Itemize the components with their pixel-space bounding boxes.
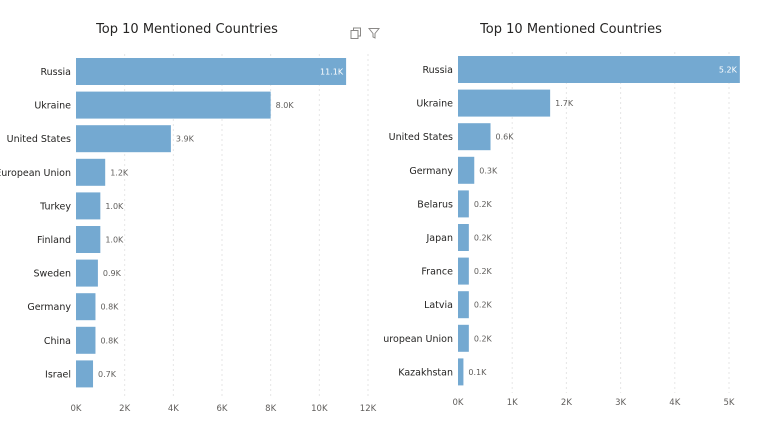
bar-chart-left: 0K 2K 4K 6K 8K 10K 12K Russia 11.1K Ukraine 8.0K Un… [0, 54, 377, 414]
bar [458, 291, 469, 319]
x-tick-label: 6K [217, 404, 228, 414]
bar [76, 58, 347, 85]
data-label: 0.2K [474, 200, 493, 209]
bar [76, 192, 101, 220]
bar [458, 358, 464, 386]
bar [458, 190, 469, 218]
category-label: Germany [409, 166, 453, 177]
bar [458, 56, 740, 83]
x-tick-label: 2K [561, 398, 572, 408]
chart-panel-left: Top 10 Mentioned Countries 0K 2K 4K 6K 8K 10K… [0, 22, 381, 414]
chart-title-left: Top 10 Mentioned Countries [96, 22, 278, 37]
data-label: 0.2K [474, 267, 493, 276]
data-label: 0.2K [474, 301, 493, 310]
category-label: Latvia [424, 300, 453, 311]
data-label: 1.7K [555, 99, 574, 108]
bar [76, 293, 96, 321]
data-label: 0.2K [474, 334, 493, 343]
bar [76, 326, 96, 354]
category-label: United States [389, 132, 453, 143]
category-label: Germany [27, 302, 71, 313]
data-label: 3.9K [176, 135, 195, 144]
category-label: Ukraine [416, 99, 453, 110]
category-label: Japan [426, 233, 454, 244]
data-label: 5.2K [719, 66, 738, 75]
bar [458, 257, 469, 285]
category-label: Russia [40, 67, 71, 78]
data-label: 0.9K [103, 269, 122, 278]
x-tick-label: 4K [669, 398, 680, 408]
data-label: 0.3K [479, 166, 498, 175]
data-label: 1.0K [105, 236, 124, 245]
bar [76, 360, 94, 388]
x-tick-label: 4K [168, 404, 179, 414]
category-label: Israel [45, 369, 71, 380]
x-tick-label: 5K [724, 398, 735, 408]
bar [458, 156, 475, 184]
bar [76, 226, 101, 253]
category-label: France [421, 267, 453, 278]
bar [458, 123, 491, 151]
bar [76, 91, 271, 119]
data-label: 1.0K [105, 202, 124, 211]
x-tick-label: 10K [311, 404, 328, 414]
x-tick-label: 3K [615, 398, 626, 408]
category-label: Ukraine [34, 101, 71, 112]
bar [76, 125, 171, 153]
category-label: Belarus [417, 199, 453, 210]
bar-chart-right: 0K 1K 2K 3K 4K 5K Russia 5.2K Ukraine 1.7K United … [384, 52, 740, 408]
category-label: Russia [422, 65, 453, 76]
category-label: Finland [37, 235, 71, 246]
x-tick-label: 12K [360, 404, 377, 414]
visual-header-toolbar [350, 24, 381, 39]
category-label: Sweden [33, 269, 71, 280]
bar [458, 89, 551, 117]
bar [76, 158, 106, 186]
category-label: Kazakhstan [398, 367, 453, 378]
data-label: 0.8K [100, 336, 119, 345]
x-tick-label: 0K [71, 404, 82, 414]
category-label: United States [7, 134, 71, 145]
category-label: China [44, 336, 71, 347]
bar [458, 324, 469, 352]
data-label: 0.2K [474, 234, 493, 243]
x-tick-label: 1K [507, 398, 518, 408]
data-label: 1.2K [110, 168, 129, 177]
x-tick-label: 2K [119, 404, 130, 414]
category-label: Turkey [39, 201, 71, 212]
data-label: 0.8K [100, 303, 119, 312]
x-tick-label: 0K [453, 398, 464, 408]
copy-icon[interactable] [350, 24, 362, 39]
filter-icon[interactable] [367, 24, 381, 39]
chart-panel-right: Top 10 Mentioned Countries 0K 1K 2K 3K 4K 5K R… [384, 0, 768, 428]
data-label: 0.6K [496, 133, 515, 142]
bar [76, 259, 98, 287]
category-label: European Union [0, 168, 71, 179]
data-label: 8.0K [276, 101, 295, 110]
data-label: 0.1K [468, 368, 487, 377]
bar [458, 224, 469, 251]
category-label: European Union [384, 334, 453, 345]
chart-title-right: Top 10 Mentioned Countries [480, 22, 662, 37]
data-label: 0.7K [98, 370, 117, 379]
x-tick-label: 8K [265, 404, 276, 414]
data-label: 11.1K [320, 68, 344, 77]
